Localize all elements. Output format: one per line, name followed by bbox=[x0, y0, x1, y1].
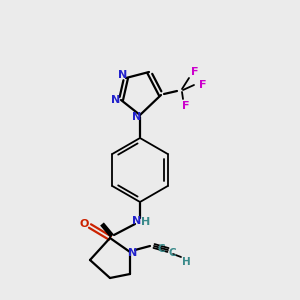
Text: C: C bbox=[157, 244, 165, 254]
Text: N: N bbox=[128, 248, 138, 258]
Text: H: H bbox=[141, 217, 151, 227]
Text: N: N bbox=[111, 95, 121, 105]
Text: F: F bbox=[191, 67, 199, 77]
Text: C: C bbox=[168, 248, 176, 258]
Text: N: N bbox=[132, 112, 142, 122]
Text: O: O bbox=[79, 219, 89, 229]
Text: N: N bbox=[118, 70, 127, 80]
Text: F: F bbox=[182, 101, 190, 111]
Text: N: N bbox=[132, 216, 142, 226]
Text: F: F bbox=[199, 80, 207, 90]
Text: H: H bbox=[182, 257, 190, 267]
